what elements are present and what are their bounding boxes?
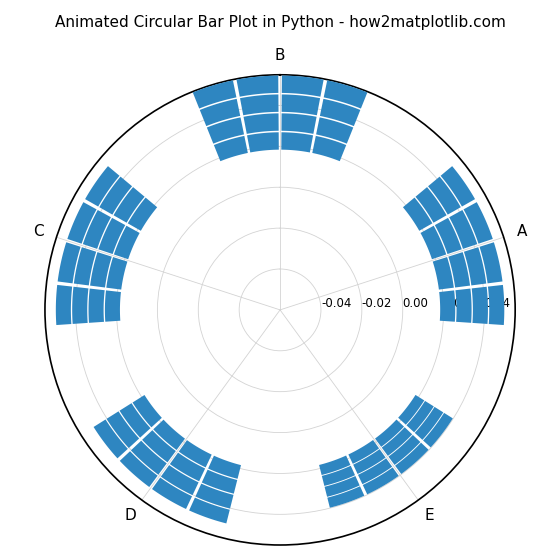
Polygon shape — [282, 95, 320, 115]
Polygon shape — [325, 476, 360, 497]
Polygon shape — [395, 442, 428, 474]
Polygon shape — [398, 395, 424, 424]
Polygon shape — [472, 287, 488, 324]
Polygon shape — [161, 465, 199, 495]
Polygon shape — [58, 242, 81, 283]
Polygon shape — [128, 198, 157, 231]
Polygon shape — [423, 413, 453, 447]
Polygon shape — [133, 395, 162, 427]
Polygon shape — [428, 176, 461, 214]
Polygon shape — [170, 452, 205, 481]
Polygon shape — [363, 468, 399, 494]
Polygon shape — [72, 287, 88, 324]
Polygon shape — [358, 458, 392, 484]
Polygon shape — [200, 99, 240, 126]
Polygon shape — [142, 430, 176, 463]
Polygon shape — [416, 187, 446, 223]
Polygon shape — [114, 226, 139, 259]
Polygon shape — [189, 498, 230, 524]
Polygon shape — [464, 247, 486, 286]
Polygon shape — [375, 419, 404, 447]
Polygon shape — [382, 427, 412, 456]
Polygon shape — [479, 242, 502, 283]
Polygon shape — [433, 257, 454, 290]
Polygon shape — [322, 466, 355, 486]
Polygon shape — [324, 80, 367, 109]
Polygon shape — [282, 113, 316, 134]
Polygon shape — [407, 401, 434, 432]
Polygon shape — [214, 136, 248, 161]
Polygon shape — [439, 291, 455, 322]
Polygon shape — [441, 166, 475, 207]
Title: Animated Circular Bar Plot in Python - how2matplotlib.com: Animated Circular Bar Plot in Python - h… — [55, 15, 506, 30]
Polygon shape — [106, 412, 139, 448]
Polygon shape — [281, 132, 313, 152]
Polygon shape — [421, 226, 446, 259]
Polygon shape — [328, 486, 365, 508]
Polygon shape — [455, 288, 472, 323]
Polygon shape — [207, 118, 244, 144]
Polygon shape — [106, 257, 127, 290]
Polygon shape — [202, 470, 237, 494]
Polygon shape — [195, 484, 234, 508]
Polygon shape — [67, 202, 96, 244]
Polygon shape — [179, 440, 212, 468]
Polygon shape — [83, 210, 111, 249]
Polygon shape — [435, 218, 462, 254]
Polygon shape — [74, 247, 96, 286]
Polygon shape — [389, 435, 421, 465]
Polygon shape — [240, 95, 278, 115]
Polygon shape — [208, 456, 241, 479]
Polygon shape — [403, 198, 432, 231]
Polygon shape — [94, 419, 128, 458]
Polygon shape — [120, 403, 151, 438]
Polygon shape — [282, 76, 324, 97]
Polygon shape — [449, 210, 477, 249]
Polygon shape — [120, 451, 157, 487]
Polygon shape — [244, 113, 279, 134]
Polygon shape — [353, 449, 386, 474]
Polygon shape — [153, 419, 185, 450]
Polygon shape — [88, 288, 105, 323]
Polygon shape — [319, 455, 351, 475]
Polygon shape — [90, 252, 112, 287]
Polygon shape — [105, 291, 121, 322]
Polygon shape — [114, 187, 144, 223]
Polygon shape — [348, 440, 379, 464]
Polygon shape — [85, 166, 119, 207]
Polygon shape — [316, 118, 353, 144]
Polygon shape — [488, 285, 505, 325]
Polygon shape — [449, 252, 470, 287]
Polygon shape — [247, 132, 279, 152]
Polygon shape — [320, 99, 360, 126]
Polygon shape — [312, 136, 346, 161]
Polygon shape — [99, 218, 125, 254]
Polygon shape — [99, 176, 132, 214]
Polygon shape — [131, 441, 167, 475]
Polygon shape — [236, 76, 278, 97]
Polygon shape — [152, 478, 192, 509]
Polygon shape — [56, 285, 72, 325]
Polygon shape — [415, 407, 444, 440]
Polygon shape — [464, 202, 493, 244]
Polygon shape — [193, 80, 236, 109]
